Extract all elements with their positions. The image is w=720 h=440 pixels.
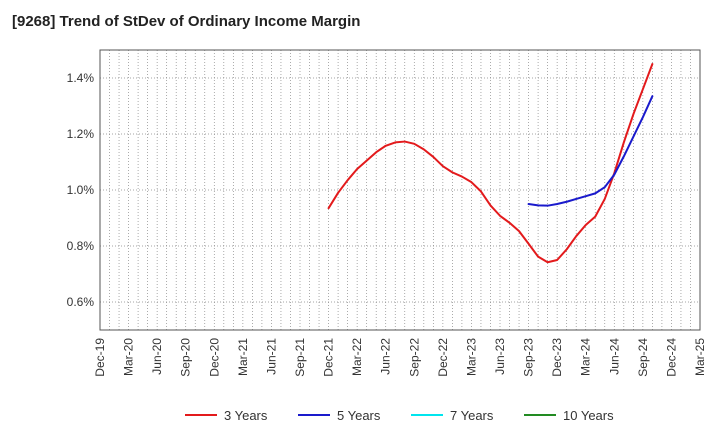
x-tick-label: Mar-20	[122, 338, 136, 376]
x-tick-label: Sep-20	[179, 338, 193, 377]
x-tick-label: Mar-23	[464, 338, 478, 376]
x-axis-ticks: Dec-19 Mar-20 Jun-20 Sep-20 Dec-20 Mar-21 Jun-…	[93, 338, 707, 377]
x-tick-label: Sep-22	[407, 338, 421, 377]
x-tick-label: Dec-23	[550, 338, 564, 377]
x-tick-label: Sep-23	[522, 338, 536, 377]
x-tick-label: Jun-23	[493, 338, 507, 375]
legend: 3 Years 5 Years 7 Years 10 Years	[185, 408, 614, 423]
y-axis-ticks: 0.6% 0.8% 1.0% 1.2% 1.4%	[67, 71, 95, 309]
x-tick-label: Dec-21	[322, 338, 336, 377]
chart-title: [9268] Trend of StDev of Ordinary Income…	[12, 13, 361, 30]
y-tick-label: 1.0%	[67, 183, 95, 197]
x-tick-label: Sep-21	[293, 338, 307, 377]
plot-area-border	[99, 49, 701, 331]
legend-label: 7 Years	[450, 408, 494, 423]
x-tick-label: Dec-22	[436, 338, 450, 377]
x-tick-label: Sep-24	[636, 338, 650, 377]
y-tick-label: 1.4%	[67, 71, 95, 85]
x-tick-label: Jun-21	[264, 338, 278, 375]
x-tick-label: Mar-22	[350, 338, 364, 376]
y-tick-label: 0.6%	[67, 295, 95, 309]
x-tick-label: Jun-22	[379, 338, 393, 375]
y-tick-label: 1.2%	[67, 127, 95, 141]
x-tick-label: Mar-21	[236, 338, 250, 376]
x-tick-label: Dec-24	[664, 338, 678, 377]
series-line-5-years	[527, 95, 654, 207]
legend-label: 5 Years	[337, 408, 381, 423]
x-tick-label: Mar-25	[693, 338, 707, 376]
x-tick-label: Mar-24	[579, 338, 593, 376]
y-tick-label: 0.8%	[67, 239, 95, 253]
series-lines	[327, 63, 654, 264]
x-tick-label: Jun-24	[607, 338, 621, 375]
x-tick-label: Dec-20	[207, 338, 221, 377]
x-tick-label: Dec-19	[93, 338, 107, 377]
x-tick-label: Jun-20	[150, 338, 164, 375]
series-line-3-years	[327, 63, 654, 264]
grid-lines	[100, 50, 700, 330]
legend-label: 3 Years	[224, 408, 268, 423]
legend-label: 10 Years	[563, 408, 614, 423]
